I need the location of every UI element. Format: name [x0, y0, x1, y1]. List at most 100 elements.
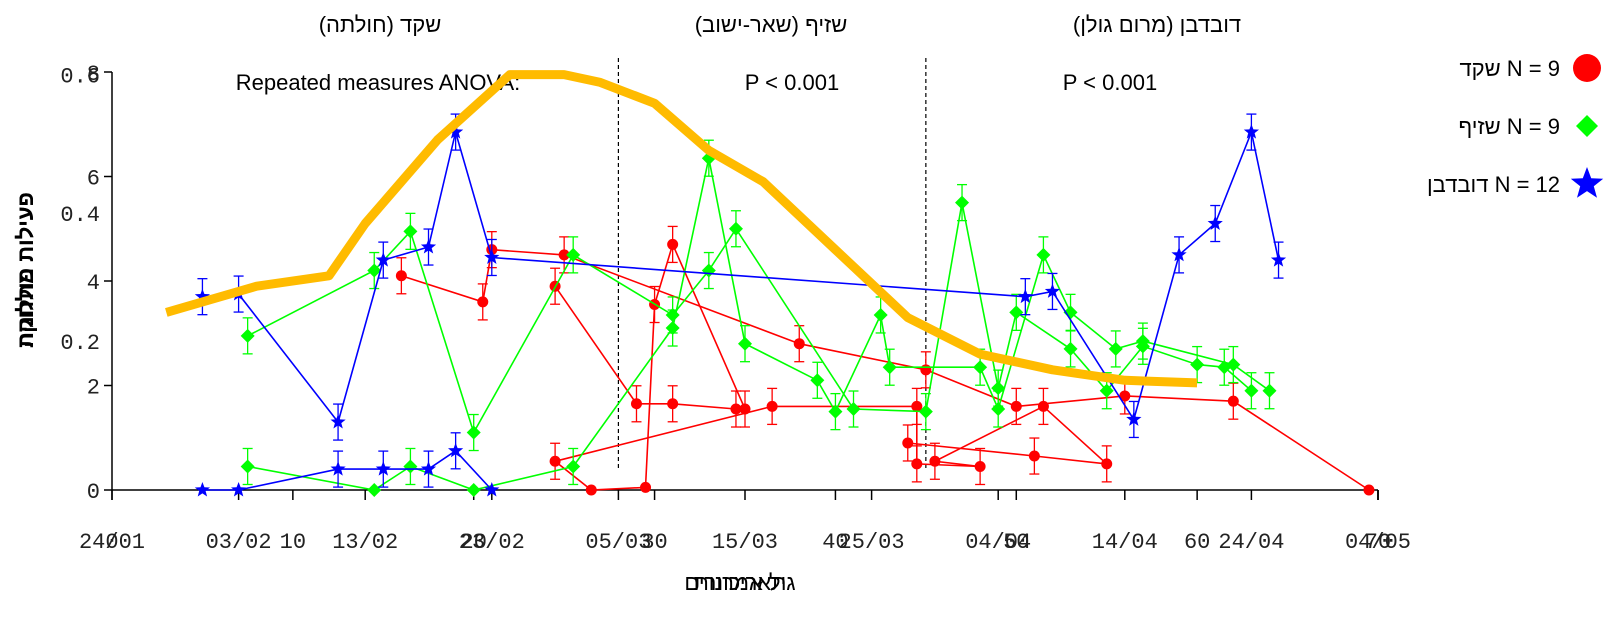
x-axis-title-overlay: תאריכונות	[694, 570, 787, 595]
x-tick-label: 13/02	[332, 530, 398, 555]
data-point	[911, 400, 923, 412]
data-point	[1017, 288, 1033, 304]
data-point	[1119, 390, 1131, 402]
stat-label: P < 0.001	[1063, 70, 1157, 95]
data-point	[1262, 383, 1277, 398]
y-tick-label: 0	[87, 480, 100, 505]
y-axis-title: פעילות פולחנית	[13, 192, 38, 348]
data-point	[585, 484, 597, 496]
data-point	[1227, 395, 1239, 407]
dividers	[617, 58, 927, 468]
data-point	[918, 404, 933, 419]
axes: 0 2 4 6 8 0.2 0.4 0.6 24/01 03/02 13/02 23/02 05/03 1…	[60, 62, 1411, 555]
x-tick-label: 50	[1003, 530, 1029, 555]
data-point	[828, 404, 843, 419]
legend-marker	[1573, 54, 1601, 82]
stat-label: Repeated measures ANOVA:	[236, 70, 521, 95]
data-point	[466, 483, 481, 497]
trend-curve	[165, 70, 1198, 388]
data-point	[640, 481, 652, 493]
data-point	[1135, 334, 1150, 349]
series-circle	[395, 225, 1375, 496]
data-point	[911, 458, 923, 470]
data-point	[991, 402, 1006, 417]
data-point	[810, 373, 825, 388]
series-star	[194, 113, 1287, 497]
legend-label: דובדבן N = 12	[1427, 172, 1560, 197]
y-tick-label: 2	[87, 376, 100, 401]
y-tick-label: 0.6	[60, 65, 100, 90]
data-point	[1190, 357, 1205, 372]
x-tick-label: 25/03	[839, 530, 905, 555]
data-point	[558, 249, 570, 261]
data-point	[1207, 215, 1223, 230]
data-point	[667, 398, 679, 410]
site-title: דובדבן (מרום גולן)	[1073, 12, 1241, 37]
data-point	[566, 459, 581, 474]
data-point	[375, 252, 391, 267]
x-tick-label: 04/04	[965, 530, 1031, 555]
series-line	[202, 128, 1280, 424]
stat-label: P < 0.001	[745, 70, 839, 95]
x-tick-label: 04/05	[1345, 530, 1411, 555]
x-tick-label: 23/02	[459, 530, 525, 555]
data-point	[667, 238, 679, 250]
legend-label: שזיף N = 9	[1459, 114, 1560, 139]
y-tick-label: 4	[87, 271, 100, 296]
data-point	[974, 460, 986, 472]
data-point	[330, 414, 346, 429]
data-point	[448, 442, 464, 458]
data-point	[1028, 450, 1040, 462]
data-point	[395, 270, 407, 282]
data-point	[477, 296, 489, 308]
data-point	[194, 482, 210, 497]
data-point	[973, 360, 988, 375]
x-tick-label: 24/01	[79, 530, 145, 555]
data-point	[793, 338, 805, 350]
x-tick-label: 40	[822, 530, 848, 555]
data-point	[665, 321, 680, 336]
x-tick-label: 20	[461, 530, 487, 555]
data-point	[367, 483, 382, 497]
x-tick-label: 70	[1365, 530, 1391, 555]
data-point	[1244, 383, 1259, 398]
data-point	[1270, 252, 1287, 267]
data-point	[375, 461, 391, 476]
x-tick-label: 30	[641, 530, 667, 555]
x-tick-label: 03/02	[206, 530, 272, 555]
x-tick-label: 15/03	[712, 530, 778, 555]
x-tick-label: 10	[280, 530, 306, 555]
legend-marker	[1570, 167, 1604, 198]
data-point	[882, 360, 897, 375]
data-point	[929, 455, 941, 467]
x-tick-label: 24/04	[1218, 530, 1284, 555]
x-tick-label: 0	[105, 530, 118, 555]
data-point	[1101, 458, 1113, 470]
data-point	[231, 482, 247, 497]
data-point	[738, 336, 752, 351]
site-title: שזיף (שאר-ישוב)	[695, 12, 848, 37]
data-point	[955, 195, 970, 210]
y-axis-title-overlay: פעילות מחלוקה	[13, 192, 38, 348]
data-point	[403, 224, 418, 239]
data-point	[1363, 484, 1375, 496]
data-point	[739, 403, 751, 415]
data-point	[420, 461, 437, 476]
data-point	[484, 482, 500, 497]
data-point	[420, 239, 437, 254]
data-point	[1226, 357, 1241, 372]
y-tick-label: 6	[87, 167, 100, 192]
x-tick-label: 05/03	[585, 530, 651, 555]
data-point	[630, 398, 642, 410]
data-point	[1063, 341, 1078, 356]
data-point	[566, 247, 581, 262]
x-tick-label: 60	[1184, 530, 1210, 555]
x-tick-label: 14/04	[1092, 530, 1158, 555]
x-axis-title: גיל אמרורים	[684, 570, 795, 595]
y-tick-label: 0.2	[60, 331, 100, 356]
data-point	[1099, 383, 1114, 398]
data-point	[846, 402, 861, 417]
data-point	[403, 459, 418, 474]
data-point	[920, 364, 932, 376]
